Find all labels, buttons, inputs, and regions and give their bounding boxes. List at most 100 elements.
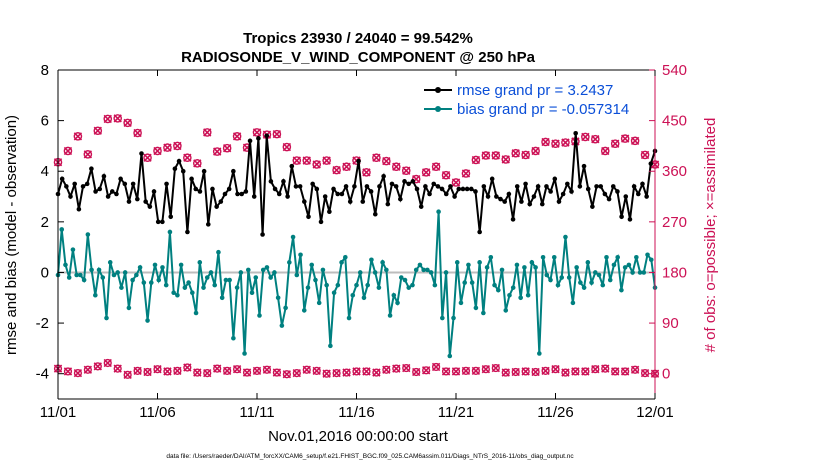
bias-series-point — [365, 282, 370, 288]
rmse-series-point — [552, 176, 558, 182]
obs-possible-marker — [581, 132, 590, 142]
rmse-series-point — [577, 184, 583, 189]
bias-series-point — [634, 254, 639, 260]
rmse-series-point — [339, 191, 345, 197]
obs-possible-marker-low — [611, 367, 620, 376]
obs-assimilated-marker-overlay — [611, 139, 620, 148]
obs-possible-marker-low — [322, 369, 331, 378]
rmse-series-point — [302, 199, 307, 204]
chart-title-line2: RADIOSONDE_V_WIND_COMPONENT @ 250 hPa — [181, 49, 536, 66]
bias-series-point — [279, 323, 285, 328]
obs-possible-marker-low — [481, 365, 490, 374]
obs-assimilated-marker — [461, 366, 471, 376]
rmse-series-point — [197, 189, 203, 194]
bias-series-point — [436, 209, 441, 215]
bias-series-point — [402, 277, 408, 283]
obs-possible-marker-low — [93, 362, 102, 371]
rmse-series-point — [402, 179, 407, 184]
obs-assimilated-marker — [581, 367, 590, 376]
bias-series-point — [238, 270, 244, 275]
obs-assimilated-marker — [511, 367, 520, 377]
obs-assimilated-marker-overlay — [471, 155, 481, 165]
bias-series-point — [622, 265, 628, 270]
bias-series-point — [466, 262, 471, 268]
obs-possible-marker — [630, 136, 640, 146]
obs-assimilated-marker-overlay — [551, 139, 560, 148]
rmse-series-point — [80, 184, 86, 189]
bias-series-point — [447, 353, 453, 359]
obs-assimilated-marker-overlay — [620, 134, 630, 143]
bias-series-point — [563, 234, 568, 240]
bias-series-point — [301, 308, 307, 313]
obs-assimilated-marker — [173, 366, 182, 376]
obs-possible-marker — [600, 146, 610, 156]
bias-series-point — [559, 275, 565, 280]
obs-assimilated-marker-overlay — [222, 144, 232, 153]
rmse-series-point — [118, 176, 123, 182]
rmse-series-line — [57, 133, 656, 235]
bias-series-point — [395, 300, 400, 306]
bias-series-point — [290, 234, 296, 240]
obs-possible-marker-low — [272, 368, 282, 377]
obs-possible-marker — [153, 146, 162, 156]
obs-possible-marker — [163, 143, 172, 152]
y-tick-label-left: 2 — [41, 214, 49, 231]
rmse-series-point — [256, 136, 261, 141]
obs-possible-marker-low — [382, 365, 391, 374]
obs-assimilated-marker-overlay — [232, 132, 242, 141]
rmse-series-point — [97, 186, 103, 192]
obs-assimilated-marker-overlay — [491, 151, 500, 160]
rmse-series-point — [565, 181, 570, 187]
rmse-series-point — [268, 179, 274, 184]
bias-series-point — [178, 262, 184, 268]
chart-title-line1: Tropics 23930 / 24040 = 99.542% — [243, 30, 473, 47]
obs-assimilated-marker-overlay — [461, 169, 471, 178]
legend-label-1: bias grand pr = -0.057314 — [457, 101, 629, 118]
obs-assimilated-marker — [611, 367, 620, 376]
rmse-series-point — [122, 181, 128, 187]
obs-assimilated-marker-overlay — [133, 128, 142, 138]
rmse-series-point — [473, 189, 478, 194]
rmse-series-point — [368, 189, 374, 194]
bias-series-point — [369, 257, 374, 263]
bias-series-point — [242, 351, 247, 356]
obs-possible-marker — [461, 169, 471, 178]
obs-possible-marker — [591, 134, 600, 144]
obs-assimilated-marker-overlay — [203, 128, 212, 137]
rmse-series-point — [285, 194, 290, 199]
rmse-series-point — [535, 184, 541, 189]
obs-possible-marker — [372, 153, 381, 163]
obs-assimilated-marker-overlay — [282, 142, 292, 152]
rmse-series-point — [460, 186, 466, 192]
bias-series-point — [510, 285, 516, 290]
obs-assimilated-marker — [362, 367, 371, 376]
obs-possible-marker — [551, 139, 560, 148]
obs-assimilated-marker — [272, 368, 282, 377]
obs-possible-marker — [212, 147, 222, 156]
x-tick-label: 11/26 — [537, 404, 573, 421]
plot-area: -4 -2 0 2 4 6 8 0 90 180 270 360 450 540 11/01 11/06 11/… — [36, 62, 687, 421]
obs-possible-marker — [531, 146, 540, 156]
bias-series-point — [626, 262, 632, 268]
obs-assimilated-marker-overlay — [322, 156, 331, 165]
bias-series-point — [346, 315, 352, 321]
obs-assimilated-marker-overlay — [372, 153, 381, 162]
rmse-series-point — [214, 204, 219, 209]
rmse-series-point — [435, 184, 441, 189]
bias-series-point — [537, 351, 542, 356]
obs-assimilated-marker — [222, 366, 232, 376]
rmse-series-point — [523, 181, 528, 187]
obs-assimilated-marker-overlay — [143, 153, 152, 162]
bias-series-point — [544, 272, 550, 278]
obs-possible-marker-low — [601, 364, 610, 373]
obs-assimilated-marker-overlay — [193, 159, 202, 168]
rmse-series-point — [126, 199, 132, 204]
obs-possible-marker-low — [511, 367, 520, 377]
rmse-series-point — [594, 184, 599, 189]
obs-assimilated-marker — [421, 366, 431, 375]
bias-series-point — [585, 260, 591, 265]
obs-possible-marker — [113, 114, 122, 123]
obs-possible-marker — [183, 153, 192, 163]
obs-possible-marker — [362, 168, 371, 177]
